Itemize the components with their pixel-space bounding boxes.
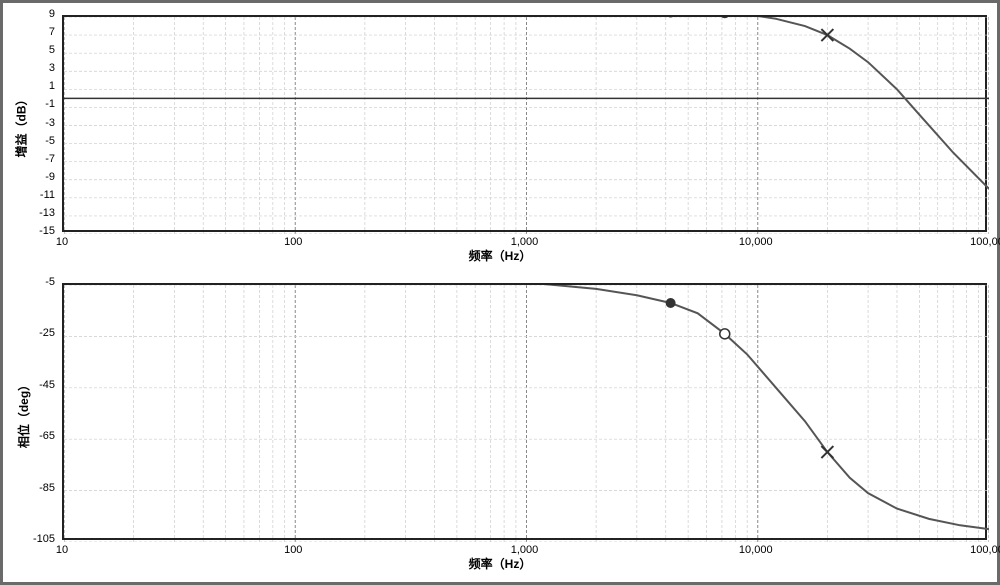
phase-chart-panel: -5-25-45-65-85-105 101001,00010,000100,0… (7, 275, 993, 575)
ytick-label: -9 (27, 171, 55, 183)
phase-svg (64, 285, 989, 542)
ytick-label: 9 (27, 8, 55, 20)
ytick-label: -7 (27, 153, 55, 165)
phase-ylabel: 相位（deg） (15, 379, 32, 448)
ytick-label: -5 (27, 276, 55, 288)
ytick-label: -5 (27, 135, 55, 147)
ytick-label: -11 (27, 189, 55, 201)
phase-xlabel: 频率（Hz） (7, 555, 993, 572)
ytick-label: -13 (27, 207, 55, 219)
ytick-label: 1 (27, 80, 55, 92)
ytick-label: 5 (27, 44, 55, 56)
chart-frame: 97531-1-3-5-7-9-11-13-15 101001,00010,00… (0, 0, 1000, 585)
gain-ylabel: 增益（dB） (13, 94, 30, 158)
ytick-label: 7 (27, 26, 55, 38)
ytick-label: -15 (27, 225, 55, 237)
ytick-label: -1 (27, 98, 55, 110)
gain-plot-area (62, 15, 987, 232)
gain-chart-panel: 97531-1-3-5-7-9-11-13-15 101001,00010,00… (7, 7, 993, 267)
ytick-label: -25 (27, 327, 55, 339)
gain-xlabel: 频率（Hz） (7, 247, 993, 264)
ytick-label: -85 (27, 482, 55, 494)
ytick-label: -3 (27, 117, 55, 129)
phase-plot-area (62, 283, 987, 540)
gain-svg (64, 17, 989, 234)
ytick-label: -105 (27, 533, 55, 545)
ytick-label: 3 (27, 62, 55, 74)
